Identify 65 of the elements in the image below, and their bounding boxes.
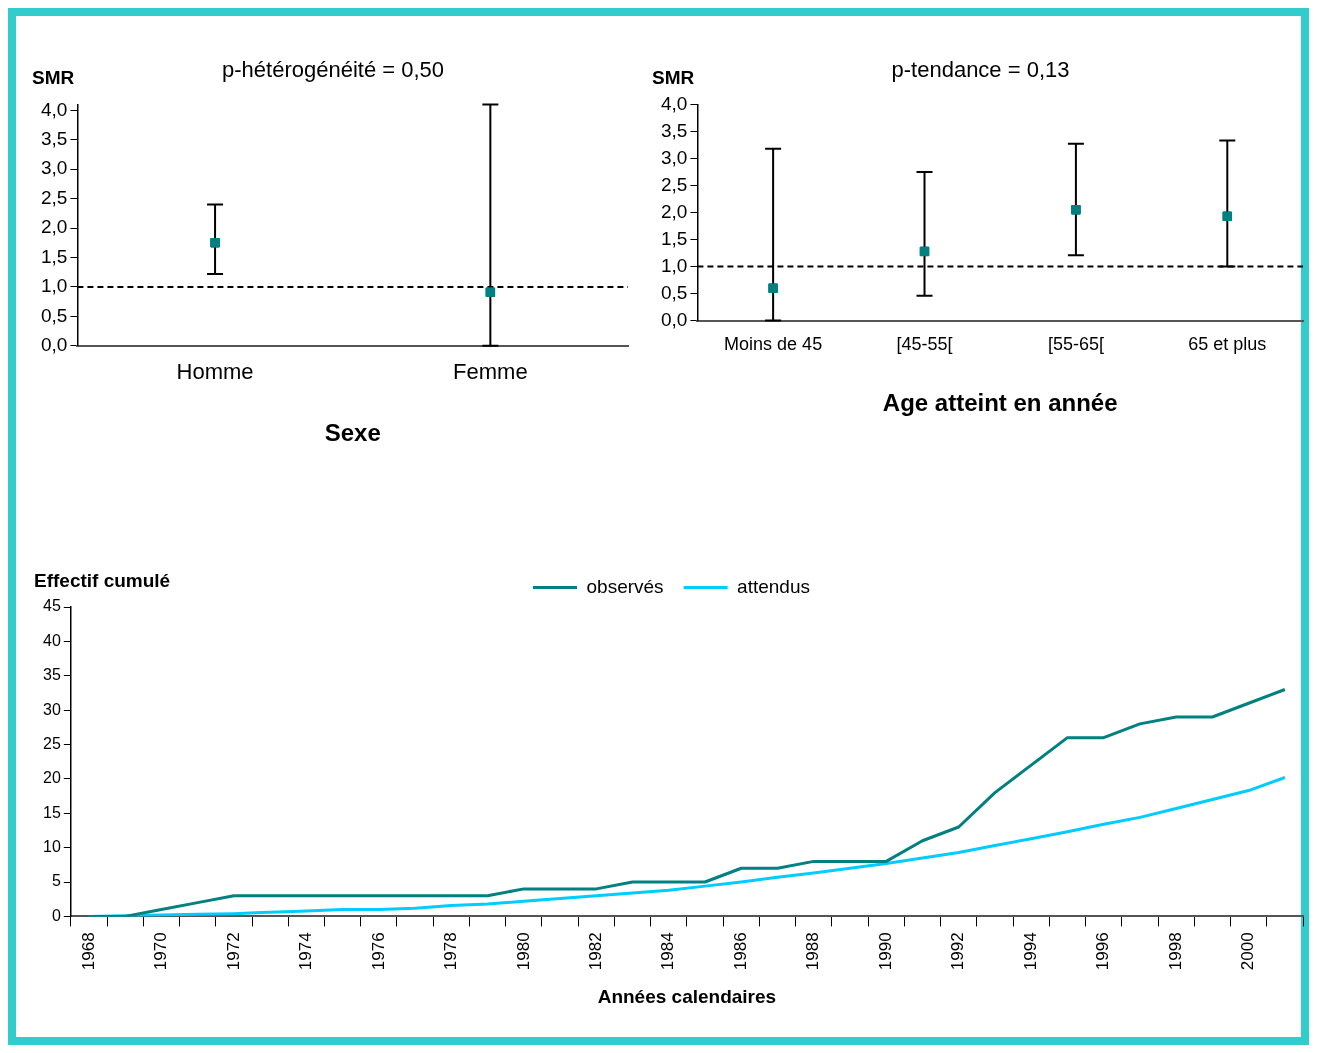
x-tick-label: 1990 [875,932,895,971]
y-tick-label: 4,0 [660,92,688,114]
y-tick-label: 2,0 [40,216,68,238]
chart-title: p-tendance = 0,13 [891,57,1070,83]
x-tick-label: 2000 [1238,932,1258,971]
x-tick-label: 1996 [1093,932,1113,971]
x-tick-label: 1976 [368,932,388,971]
x-tick-label: Homme [176,359,254,385]
y-tick-label: 0,0 [660,308,688,330]
x-tick-label: 1998 [1165,932,1185,971]
y-tick-label: 0,5 [660,281,688,303]
y-tick-label: 3,5 [660,119,688,141]
y-axis-title: Effectif cumulé [34,569,171,591]
y-tick-label: 3,0 [660,146,688,168]
y-tick-label: 5 [51,872,61,890]
x-tick-label: 1974 [296,932,316,971]
x-tick-label: 1986 [730,932,750,971]
y-tick-label: 45 [43,597,61,615]
y-tick-label: 15 [43,803,61,821]
x-axis-title: Sexe [324,419,381,447]
x-tick-label: 1968 [78,932,98,971]
y-tick-label: 0,0 [40,334,68,356]
y-tick-label: 20 [43,769,61,787]
y-tick-label: 1,0 [40,275,68,297]
legend-label: observés [586,575,664,597]
x-tick-label: 1970 [151,932,171,971]
x-tick-label: 1994 [1020,932,1040,971]
y-tick-label: 10 [43,838,61,856]
x-tick-label: 1982 [585,932,605,971]
y-tick-label: 3,5 [40,127,68,149]
y-tick-label: 25 [43,734,61,752]
chart-title: p-hétérogénéité = 0,50 [221,57,445,83]
x-tick-label: Femme [453,359,528,385]
y-tick-label: 2,5 [660,173,688,195]
y-tick-label: 35 [43,666,61,684]
y-tick-label: 3,0 [40,157,68,179]
y-tick-label: 40 [43,631,61,649]
x-tick-label: 1978 [441,932,461,971]
x-tick-label: 1980 [513,932,533,971]
point [1071,205,1081,215]
x-tick-label: 1984 [658,932,678,971]
y-tick-label: 0 [51,906,61,924]
x-tick-label: 1988 [803,932,823,971]
y-tick-label: 2,0 [660,200,688,222]
y-tick-label: 1,5 [660,227,688,249]
y-tick-label: 1,5 [40,245,68,267]
point [768,283,778,293]
y-tick-label: 2,5 [40,186,68,208]
x-axis-title: Age atteint en année [882,389,1118,417]
y-tick-label: 30 [43,700,61,718]
y-tick-label: 1,0 [660,254,688,276]
x-tick-label: 1972 [223,932,243,971]
legend-label: attendus [737,575,811,597]
point [1222,211,1233,222]
point [919,246,930,257]
y-tick-label: 4,0 [40,98,68,120]
x-tick-label: 1992 [948,932,968,971]
x-axis-title: Années calendaires [597,985,777,1007]
y-axis-title: SMR [652,67,695,89]
y-axis-title: SMR [32,67,75,89]
y-tick-label: 0,5 [40,304,68,326]
x-tick-label: [45-55[ [896,334,953,355]
x-tick-label: 65 et plus [1188,334,1267,355]
x-tick-label: [55-65[ [1047,334,1104,355]
x-tick-label: Moins de 45 [724,334,823,355]
